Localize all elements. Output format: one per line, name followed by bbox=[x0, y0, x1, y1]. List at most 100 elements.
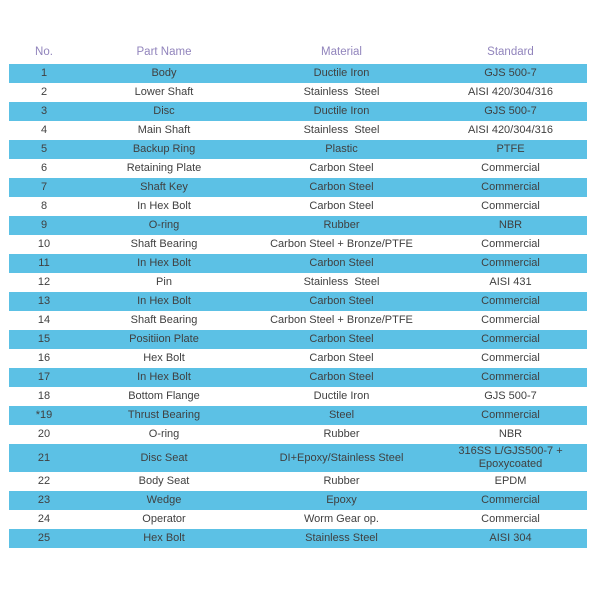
table-row: 3 Disc Ductile Iron GJS 500-7 bbox=[9, 102, 587, 121]
cell-standard: Commercial bbox=[481, 181, 540, 193]
cell-no: 24 bbox=[37, 513, 51, 525]
cell-material: Carbon Steel + Bronze/PTFE bbox=[270, 238, 413, 250]
cell-part-name: Main Shaft bbox=[137, 124, 191, 136]
cell-no: 5 bbox=[40, 143, 48, 155]
table-row: 5 Backup Ring Plastic PTFE bbox=[9, 140, 587, 159]
table-row: 10 Shaft Bearing Carbon Steel + Bronze/PTF… bbox=[9, 235, 587, 254]
cell-part-name: O-ring bbox=[148, 428, 180, 440]
cell-standard: Commercial bbox=[481, 200, 540, 212]
table-row: 14 Shaft Bearing Carbon Steel + Bronze/PTF… bbox=[9, 311, 587, 330]
cell-material: Stainless Steel bbox=[303, 276, 380, 288]
table-row: 11 In Hex Bolt Carbon Steel Commercial bbox=[9, 254, 587, 273]
cell-part-name: Hex Bolt bbox=[143, 532, 185, 544]
cell-no: 13 bbox=[37, 295, 51, 307]
cell-no: 25 bbox=[37, 532, 51, 544]
cell-no: 18 bbox=[37, 390, 51, 402]
cell-material: Carbon Steel bbox=[309, 295, 374, 307]
table-row: 6 Retaining Plate Carbon Steel Commercial bbox=[9, 159, 587, 178]
cell-standard: Commercial bbox=[481, 333, 540, 345]
cell-standard: 316SS L/GJS500-7 + Epoxycoated bbox=[458, 445, 563, 470]
cell-part-name: Operator bbox=[142, 513, 186, 525]
column-header-standard: Standard bbox=[487, 46, 534, 58]
cell-part-name: Wedge bbox=[146, 494, 182, 506]
cell-material: Carbon Steel bbox=[309, 162, 374, 174]
cell-no: 3 bbox=[40, 105, 48, 117]
table-row: 24 Operator Worm Gear op. Commercial bbox=[9, 510, 587, 529]
table-row: 7 Shaft Key Carbon Steel Commercial bbox=[9, 178, 587, 197]
cell-part-name: Bottom Flange bbox=[128, 390, 200, 402]
cell-standard: PTFE bbox=[496, 143, 525, 155]
cell-material: Epoxy bbox=[326, 494, 357, 506]
cell-no: 14 bbox=[37, 314, 51, 326]
cell-no: 16 bbox=[37, 352, 51, 364]
cell-no: 21 bbox=[37, 451, 51, 464]
cell-part-name: Backup Ring bbox=[132, 143, 196, 155]
cell-part-name: In Hex Bolt bbox=[137, 295, 191, 307]
table-row: 16 Hex Bolt Carbon Steel Commercial bbox=[9, 349, 587, 368]
cell-part-name: Positiion Plate bbox=[129, 333, 199, 345]
cell-material: Worm Gear op. bbox=[304, 513, 379, 525]
cell-standard: NBR bbox=[498, 428, 523, 440]
cell-part-name: Shaft Bearing bbox=[130, 314, 198, 326]
cell-part-name: O-ring bbox=[148, 219, 180, 231]
cell-part-name: Disc Seat bbox=[140, 451, 188, 464]
cell-material: Carbon Steel bbox=[309, 371, 374, 383]
cell-part-name: Disc bbox=[153, 105, 175, 117]
cell-no: 15 bbox=[37, 333, 51, 345]
cell-material: Carbon Steel bbox=[309, 352, 374, 364]
cell-standard: Commercial bbox=[481, 257, 540, 269]
cell-standard: GJS 500-7 bbox=[484, 390, 537, 402]
cell-standard: Commercial bbox=[481, 162, 540, 174]
cell-no: 9 bbox=[40, 219, 48, 231]
cell-material: Carbon Steel bbox=[309, 333, 374, 345]
cell-standard: AISI 304 bbox=[489, 532, 532, 544]
cell-standard: Commercial bbox=[481, 314, 540, 326]
cell-material: Carbon Steel + Bronze/PTFE bbox=[270, 314, 413, 326]
table-row: 22 Body Seat Rubber EPDM bbox=[9, 472, 587, 491]
cell-no: 17 bbox=[37, 371, 51, 383]
cell-part-name: Shaft Key bbox=[140, 181, 188, 193]
cell-part-name: Hex Bolt bbox=[143, 352, 185, 364]
column-header-no: No. bbox=[35, 46, 53, 58]
table-row: 20 O-ring Rubber NBR bbox=[9, 425, 587, 444]
table-row: 17 In Hex Bolt Carbon Steel Commercial bbox=[9, 368, 587, 387]
cell-standard: Commercial bbox=[481, 513, 540, 525]
cell-no: 4 bbox=[40, 124, 48, 136]
cell-material: DI+Epoxy/Stainless Steel bbox=[279, 451, 404, 464]
column-header-material: Material bbox=[321, 46, 362, 58]
table-row: 13 In Hex Bolt Carbon Steel Commercial bbox=[9, 292, 587, 311]
cell-standard: Commercial bbox=[481, 238, 540, 250]
table-row: 23 Wedge Epoxy Commercial bbox=[9, 491, 587, 510]
table-row: 21 Disc Seat DI+Epoxy/Stainless Steel 316SS… bbox=[9, 444, 587, 472]
table-row: 15 Positiion Plate Carbon Steel Commercial bbox=[9, 330, 587, 349]
cell-material: Stainless Steel bbox=[303, 86, 380, 98]
cell-no: *19 bbox=[35, 409, 53, 421]
table-row: 25 Hex Bolt Stainless Steel AISI 304 bbox=[9, 529, 587, 548]
cell-standard: AISI 431 bbox=[489, 276, 532, 288]
cell-standard: Commercial bbox=[481, 494, 540, 506]
cell-material: Rubber bbox=[323, 428, 360, 440]
table-body: 1 Body Ductile Iron GJS 500-7 2 Lower Shaft St… bbox=[9, 64, 587, 548]
cell-no: 23 bbox=[37, 494, 51, 506]
cell-part-name: In Hex Bolt bbox=[137, 200, 191, 212]
cell-standard: GJS 500-7 bbox=[484, 105, 537, 117]
cell-standard: Commercial bbox=[481, 371, 540, 383]
cell-no: 22 bbox=[37, 475, 51, 487]
cell-standard: Commercial bbox=[481, 409, 540, 421]
cell-part-name: Pin bbox=[156, 276, 172, 288]
cell-material: Stainless Steel bbox=[303, 124, 380, 136]
cell-standard: AISI 420/304/316 bbox=[467, 86, 553, 98]
cell-part-name: Thrust Bearing bbox=[127, 409, 201, 421]
cell-standard: AISI 420/304/316 bbox=[467, 124, 553, 136]
cell-standard: NBR bbox=[498, 219, 523, 231]
table-row: 1 Body Ductile Iron GJS 500-7 bbox=[9, 64, 587, 83]
cell-standard: EPDM bbox=[494, 475, 527, 487]
cell-material: Carbon Steel bbox=[309, 181, 374, 193]
cell-no: 12 bbox=[37, 276, 51, 288]
cell-standard: GJS 500-7 bbox=[484, 67, 537, 79]
cell-no: 2 bbox=[40, 86, 48, 98]
cell-no: 7 bbox=[40, 181, 48, 193]
cell-no: 6 bbox=[40, 162, 48, 174]
table-row: 2 Lower Shaft Stainless Steel AISI 420/304/… bbox=[9, 83, 587, 102]
